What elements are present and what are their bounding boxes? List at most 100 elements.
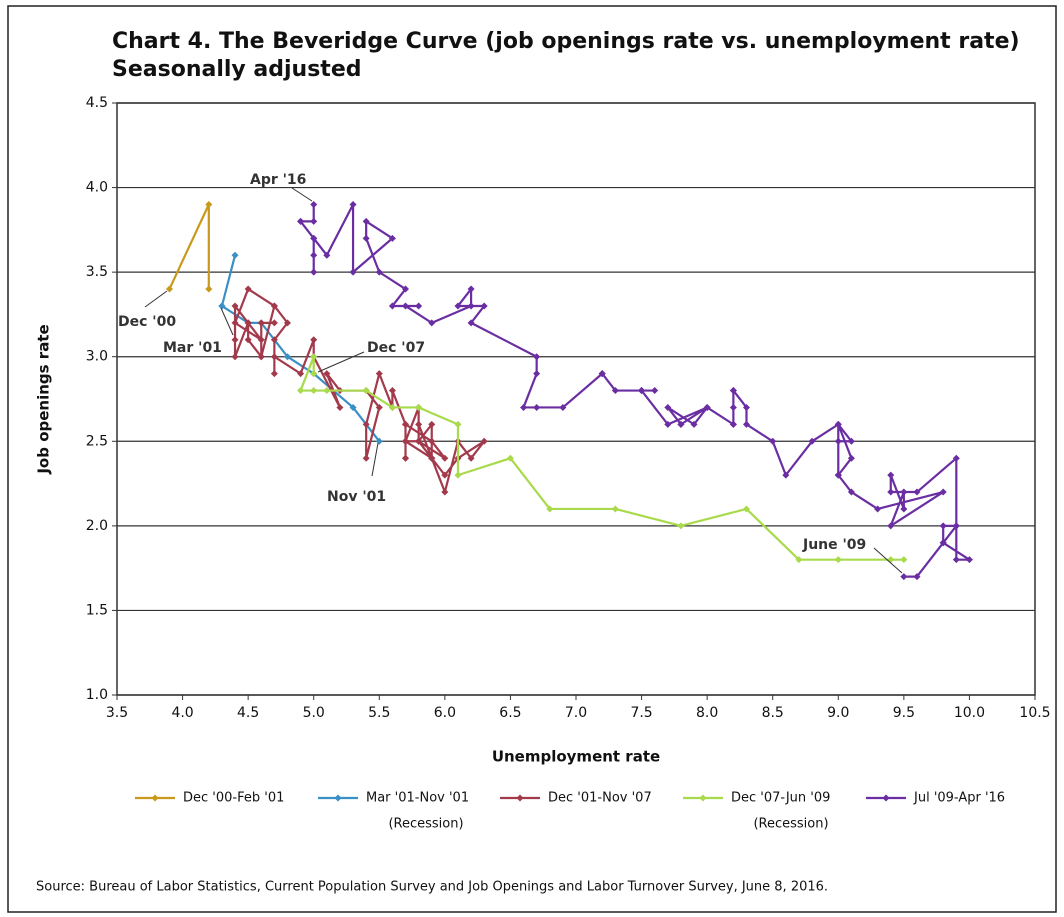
point — [257, 319, 265, 327]
point — [388, 302, 396, 310]
x-tick-label: 5.5 — [368, 705, 390, 721]
point — [834, 437, 842, 445]
annotation: Nov '01 — [327, 489, 386, 505]
x-tick-label: 8.5 — [762, 705, 784, 721]
point — [231, 251, 239, 259]
point — [415, 420, 423, 428]
x-tick-label: 4.0 — [171, 705, 193, 721]
point — [808, 437, 816, 445]
point — [900, 556, 908, 564]
point — [533, 403, 541, 411]
point — [336, 403, 344, 411]
point — [742, 420, 750, 428]
point — [677, 420, 685, 428]
y-tick-label: 3.5 — [86, 264, 108, 280]
point — [887, 488, 895, 496]
point — [428, 454, 436, 462]
point — [900, 505, 908, 513]
point — [729, 387, 737, 395]
legend-marker — [882, 794, 890, 802]
point — [270, 370, 278, 378]
y-tick-label: 1.5 — [86, 602, 108, 618]
chart-subtitle: Seasonally adjusted — [112, 57, 362, 82]
x-tick-label: 7.0 — [565, 705, 587, 721]
point — [165, 285, 173, 293]
point — [231, 319, 239, 327]
point — [428, 319, 436, 327]
chart-title: Chart 4. The Beveridge Curve (job openin… — [112, 29, 1020, 54]
point — [428, 420, 436, 428]
point — [270, 336, 278, 344]
point — [283, 353, 291, 361]
point — [598, 370, 606, 378]
x-tick-label: 5.0 — [303, 705, 325, 721]
point — [270, 302, 278, 310]
legend-label: Mar '01-Nov '01 — [366, 791, 469, 806]
point — [533, 353, 541, 361]
point — [467, 454, 475, 462]
point — [729, 420, 737, 428]
point — [310, 268, 318, 276]
point — [887, 522, 895, 530]
y-tick-label: 4.5 — [86, 95, 108, 111]
point — [952, 454, 960, 462]
point — [402, 302, 410, 310]
point — [611, 505, 619, 513]
legend-marker — [699, 794, 707, 802]
point — [310, 217, 318, 225]
x-tick-label: 10.0 — [954, 705, 985, 721]
point — [349, 403, 357, 411]
point — [900, 573, 908, 581]
point — [402, 420, 410, 428]
point — [847, 454, 855, 462]
point — [388, 387, 396, 395]
legend-note: (Recession) — [388, 817, 463, 832]
point — [742, 505, 750, 513]
point — [467, 319, 475, 327]
point — [703, 403, 711, 411]
annotation-leader — [144, 290, 168, 308]
annotation: June '09 — [802, 537, 866, 553]
point — [677, 522, 685, 530]
point — [952, 556, 960, 564]
point — [205, 200, 213, 208]
point — [349, 268, 357, 276]
point — [362, 454, 370, 462]
series-line — [299, 203, 971, 578]
point — [297, 217, 305, 225]
point — [769, 437, 777, 445]
y-axis-label: Job openings rate — [35, 324, 53, 474]
legend-note: (Recession) — [753, 817, 828, 832]
point — [729, 403, 737, 411]
point — [244, 336, 252, 344]
point — [795, 556, 803, 564]
y-tick-label: 2.0 — [86, 518, 108, 534]
point — [231, 302, 239, 310]
point — [362, 420, 370, 428]
point — [913, 573, 921, 581]
point — [559, 403, 567, 411]
point — [742, 403, 750, 411]
point — [847, 437, 855, 445]
point — [690, 420, 698, 428]
annotation-leader — [220, 307, 234, 336]
point — [270, 319, 278, 327]
point — [244, 285, 252, 293]
x-tick-label: 10.5 — [1019, 705, 1050, 721]
y-tick-label: 4.0 — [86, 180, 108, 196]
point — [834, 420, 842, 428]
point — [952, 522, 960, 530]
point — [506, 454, 514, 462]
frame — [7, 5, 1057, 913]
point — [362, 234, 370, 242]
point — [402, 285, 410, 293]
point — [454, 302, 462, 310]
point — [834, 556, 842, 564]
point — [323, 387, 331, 395]
x-tick-label: 7.5 — [630, 705, 652, 721]
y-tick-label: 1.0 — [86, 687, 108, 703]
point — [454, 471, 462, 479]
point — [310, 251, 318, 259]
point — [874, 505, 882, 513]
